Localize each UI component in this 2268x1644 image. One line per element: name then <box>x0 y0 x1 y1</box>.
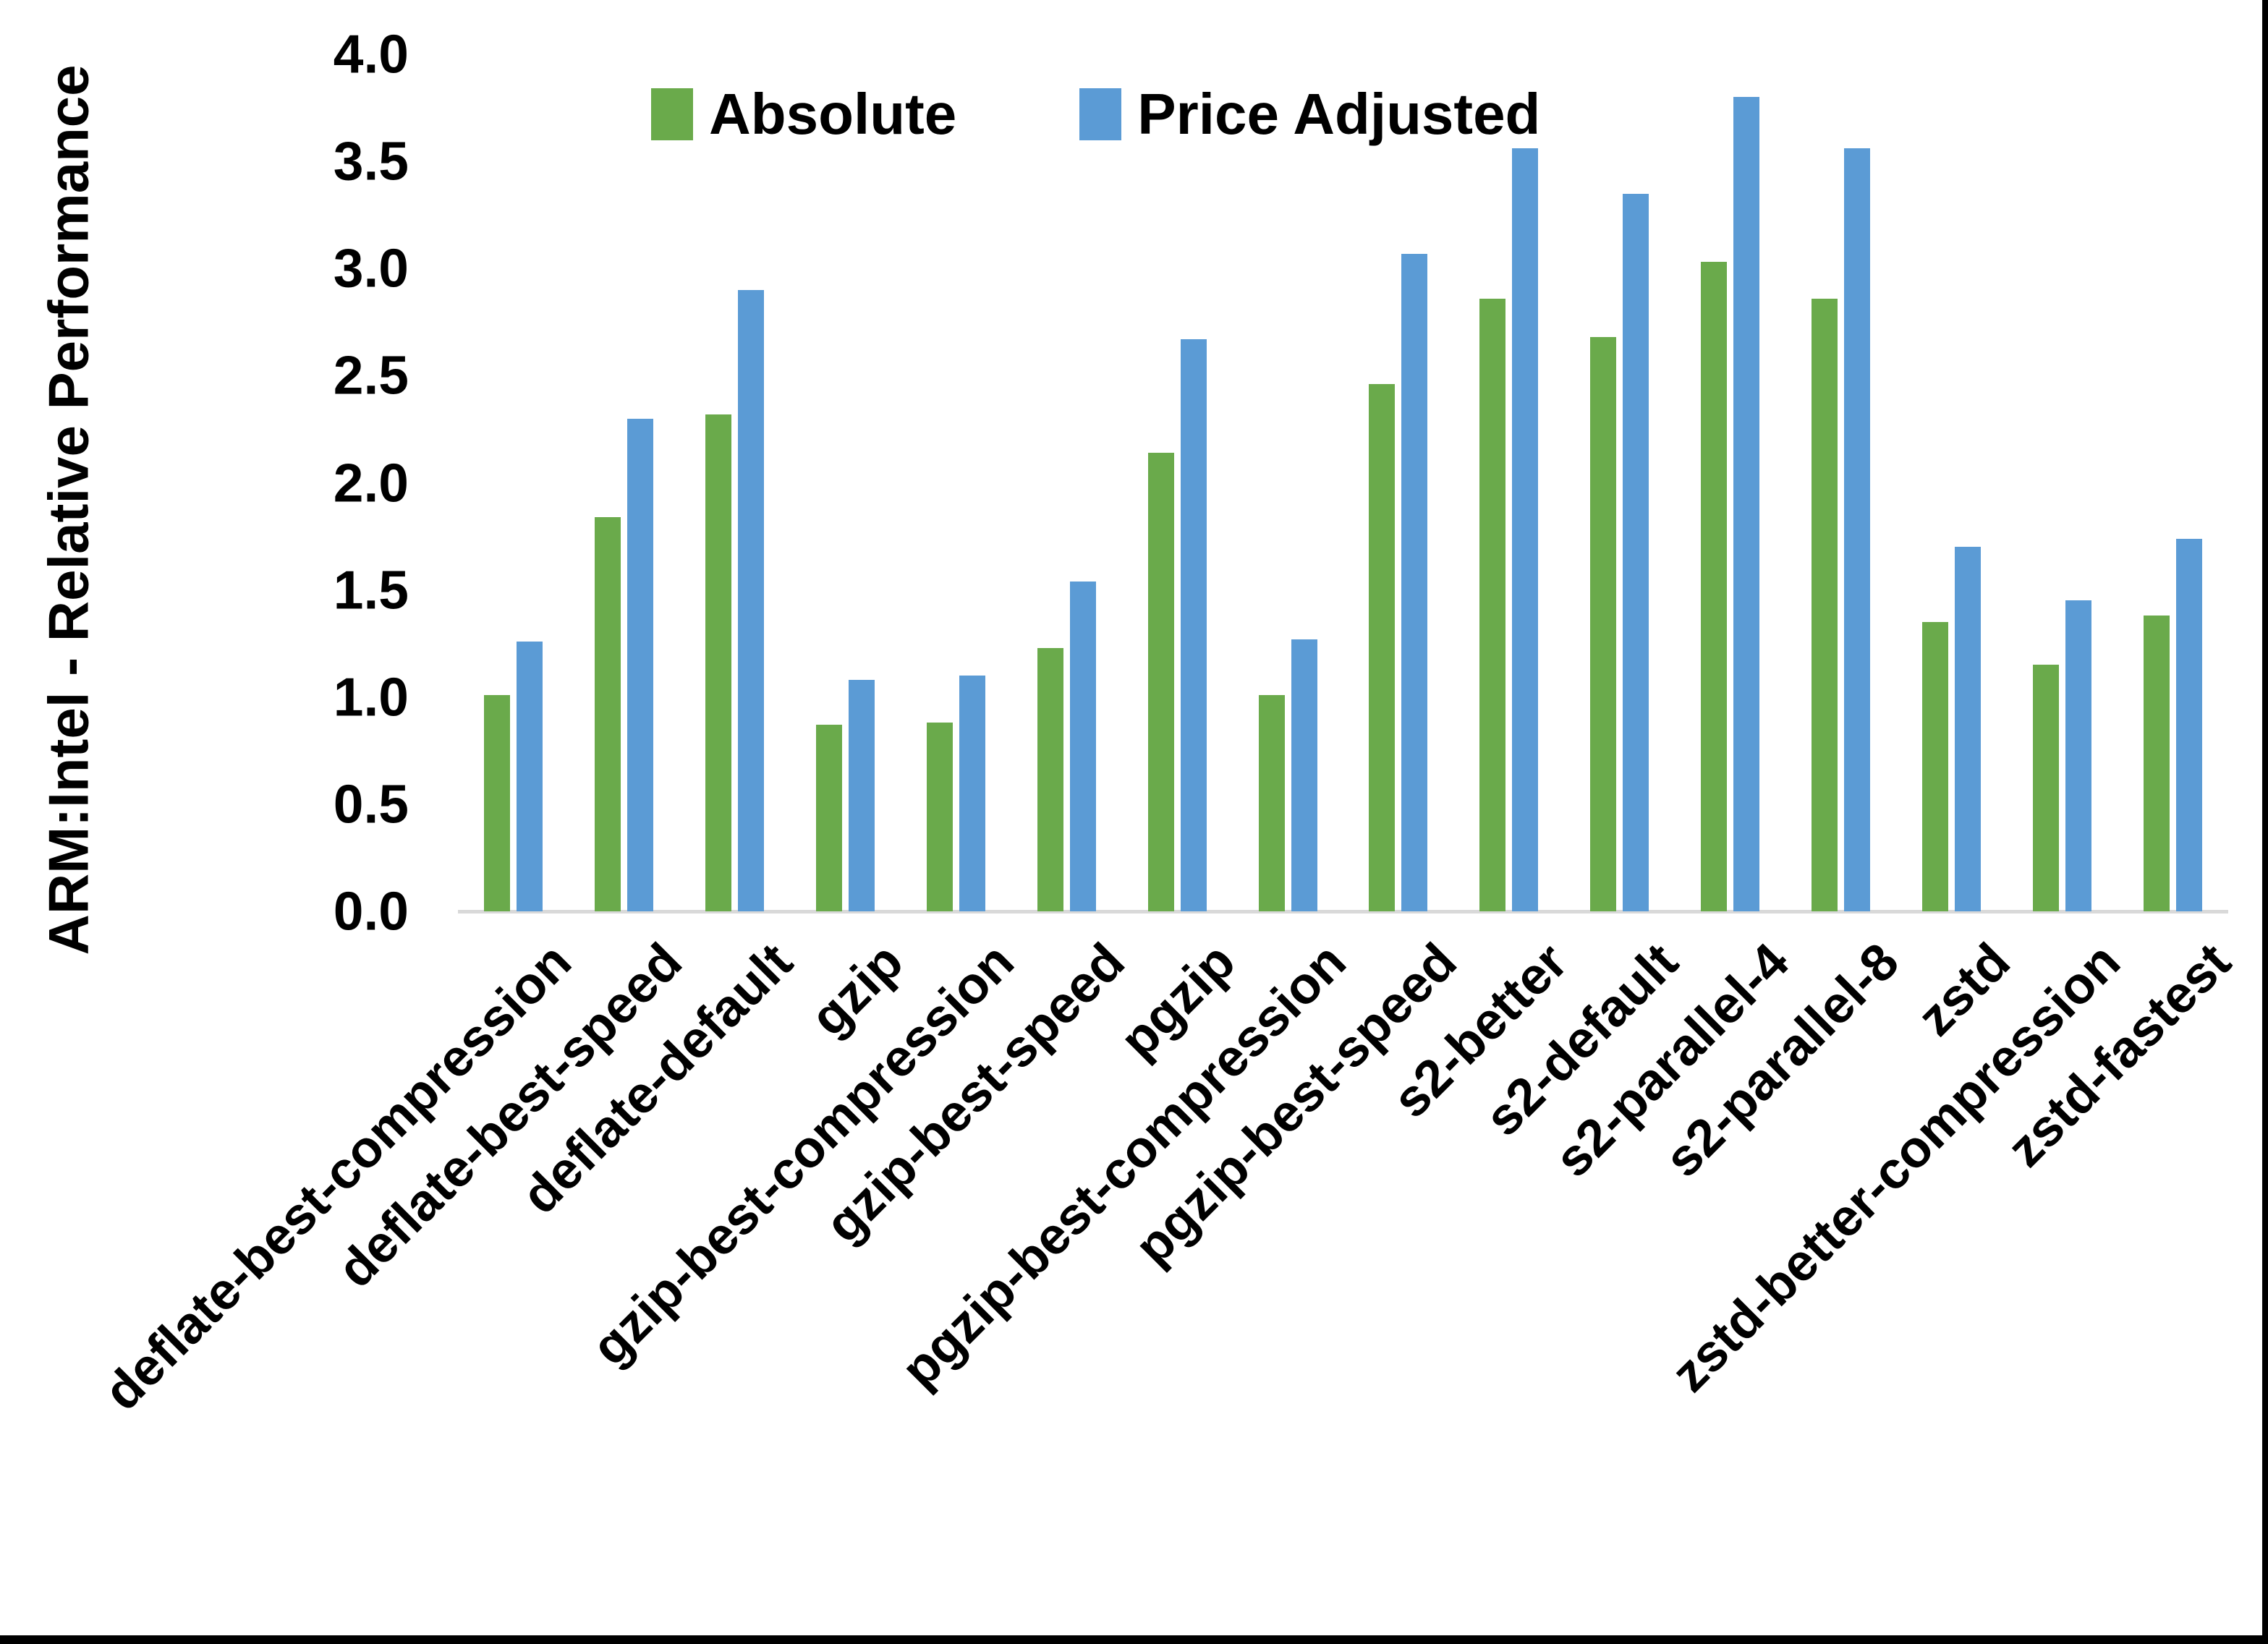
screenshot-bottom-border <box>0 1635 2268 1644</box>
bar-price-adjusted-gzip <box>848 680 875 911</box>
y-tick-label: 1.5 <box>333 559 409 621</box>
bar-price-adjusted-s2-default <box>1623 193 1649 911</box>
bar-absolute-deflate-best-compression <box>483 694 510 911</box>
bar-absolute-zstd-fastest <box>2144 616 2170 911</box>
bar-absolute-s2-parallel-8 <box>1812 298 1838 911</box>
y-tick-label: 3.5 <box>333 130 409 192</box>
x-axis-line <box>458 910 2228 913</box>
bar-price-adjusted-zstd-fastest <box>2176 538 2203 911</box>
bar-price-adjusted-s2-better <box>1512 148 1539 911</box>
bar-price-adjusted-zstd-better-compression <box>2065 600 2092 911</box>
y-axis-title: ARM:Intel - Relative Performance <box>36 64 101 955</box>
legend: Absolute Price Adjusted <box>651 85 1540 143</box>
bar-absolute-zstd <box>1922 622 1949 911</box>
bar-price-adjusted-pgzip-best-speed <box>1401 253 1428 911</box>
y-tick-label: 2.5 <box>333 344 409 406</box>
bar-absolute-deflate-default <box>705 414 731 911</box>
x-tick-label-deflate-best-compression: deflate-best-compression <box>93 932 583 1422</box>
bar-absolute-gzip-best-compression <box>926 723 953 911</box>
y-tick-label: 0.5 <box>333 773 409 835</box>
bar-price-adjusted-zstd <box>1955 547 1982 911</box>
y-tick-label: 2.0 <box>333 452 409 513</box>
bar-price-adjusted-pgzip <box>1180 339 1207 911</box>
y-tick-label: 3.0 <box>333 237 409 299</box>
bar-absolute-s2-better <box>1479 298 1506 911</box>
bar-absolute-s2-default <box>1590 337 1617 911</box>
bar-price-adjusted-gzip-best-compression <box>959 676 985 911</box>
bar-absolute-pgzip-best-compression <box>1258 694 1285 911</box>
legend-item-absolute: Absolute <box>651 85 956 143</box>
bar-absolute-gzip <box>815 725 842 911</box>
legend-swatch-icon <box>1079 88 1122 140</box>
bar-price-adjusted-deflate-best-compression <box>516 641 543 911</box>
bar-price-adjusted-pgzip-best-compression <box>1291 639 1317 911</box>
bar-price-adjusted-s2-parallel-8 <box>1844 148 1871 911</box>
bar-price-adjusted-gzip-best-speed <box>1069 581 1096 911</box>
bar-price-adjusted-deflate-default <box>737 289 764 911</box>
bar-absolute-zstd-better-compression <box>2033 665 2060 911</box>
y-tick-label: 1.0 <box>333 666 409 728</box>
bar-price-adjusted-deflate-best-speed <box>627 418 653 911</box>
legend-swatch-icon <box>651 88 693 140</box>
bar-absolute-pgzip <box>1147 453 1174 911</box>
bar-absolute-s2-parallel-4 <box>1701 262 1728 911</box>
bar-absolute-deflate-best-speed <box>594 516 621 911</box>
legend-label: Price Adjusted <box>1137 82 1541 146</box>
y-tick-label: 4.0 <box>333 23 409 85</box>
legend-label: Absolute <box>709 82 957 146</box>
bar-absolute-pgzip-best-speed <box>1369 384 1396 911</box>
bar-price-adjusted-s2-parallel-4 <box>1733 97 1760 911</box>
legend-item-price-adjusted: Price Adjusted <box>1079 85 1540 143</box>
screenshot-right-border <box>2262 0 2268 1644</box>
bar-absolute-gzip-best-speed <box>1037 647 1063 911</box>
y-tick-label: 0.0 <box>333 880 409 942</box>
